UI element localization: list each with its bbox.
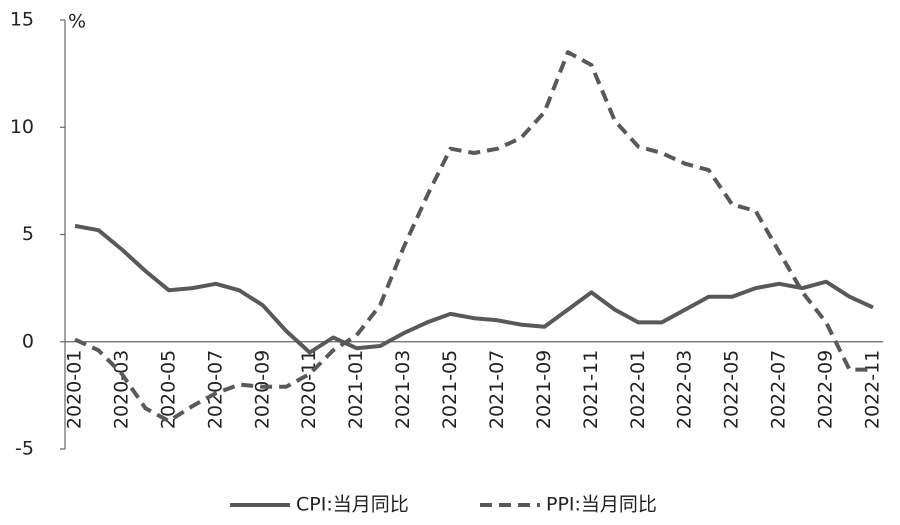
y-axis-label: % bbox=[68, 11, 86, 33]
x-tick-label: 2022-11 bbox=[862, 350, 884, 429]
x-tick-label: 2020-07 bbox=[204, 350, 226, 429]
x-tick-label: 2022-03 bbox=[674, 350, 696, 429]
x-tick-label: 2021-05 bbox=[439, 350, 461, 429]
x-tick-label: 2020-01 bbox=[64, 350, 86, 429]
y-tick-label: -5 bbox=[15, 438, 34, 460]
y-tick-label: 15 bbox=[10, 9, 34, 31]
legend-label: PPI:当月同比 bbox=[546, 494, 657, 516]
x-tick-label: 2021-11 bbox=[580, 350, 602, 429]
x-tick-label: 2021-07 bbox=[486, 350, 508, 429]
x-tick-label: 2020-11 bbox=[298, 350, 320, 429]
x-tick-label: 2020-03 bbox=[110, 350, 132, 429]
x-tick-label: 2021-01 bbox=[345, 350, 367, 429]
series-line bbox=[74, 223, 874, 355]
x-tick-label: 2021-03 bbox=[392, 350, 414, 429]
y-tick-label: 0 bbox=[22, 330, 34, 352]
series-line bbox=[74, 50, 873, 424]
x-tick-label: 2021-09 bbox=[533, 350, 555, 429]
y-tick-label: 5 bbox=[22, 223, 34, 245]
legend-label: CPI:当月同比 bbox=[296, 494, 409, 516]
x-tick-label: 2022-07 bbox=[768, 350, 790, 429]
x-tick-label: 2022-09 bbox=[815, 350, 837, 429]
x-tick-label: 2022-01 bbox=[627, 350, 649, 429]
x-tick-label: 2020-09 bbox=[251, 350, 273, 429]
x-tick-label: 2022-05 bbox=[721, 350, 743, 429]
y-tick-label: 10 bbox=[10, 116, 34, 138]
x-tick-label: 2020-05 bbox=[157, 350, 179, 429]
